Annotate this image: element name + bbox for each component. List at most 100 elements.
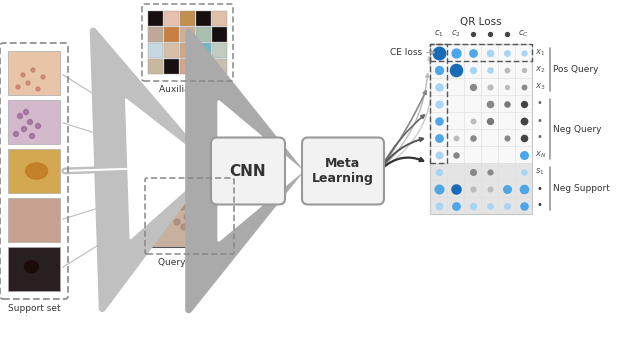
Bar (430, 44, 532, 61)
Point (451, 50, 461, 55)
Point (433, 135, 444, 140)
Circle shape (17, 114, 22, 118)
Text: $s_1$: $s_1$ (535, 166, 545, 177)
Text: •: • (536, 98, 542, 108)
Point (484, 203, 495, 208)
Bar (164, 59, 179, 74)
Text: CE loss: CE loss (390, 48, 422, 57)
Circle shape (36, 87, 40, 91)
Circle shape (24, 109, 29, 115)
Text: QR Loss: QR Loss (460, 17, 502, 27)
Bar (196, 27, 211, 42)
Circle shape (21, 73, 25, 77)
Text: •: • (536, 184, 542, 194)
Point (501, 203, 511, 208)
Text: $c_1$: $c_1$ (434, 29, 444, 39)
Bar (8, 51, 60, 95)
Point (518, 135, 529, 140)
Bar (8, 100, 60, 144)
Bar (148, 59, 163, 74)
Point (467, 169, 477, 174)
Point (501, 135, 511, 140)
Bar (430, 163, 532, 214)
Point (518, 118, 529, 123)
Circle shape (13, 132, 19, 136)
Point (433, 101, 444, 106)
Text: Support set: Support set (8, 304, 60, 313)
Text: CNN: CNN (230, 163, 266, 179)
Point (467, 203, 477, 208)
Text: $x_2$: $x_2$ (535, 64, 545, 75)
Circle shape (31, 68, 35, 72)
Point (467, 186, 477, 191)
Text: •: • (536, 132, 542, 143)
Point (451, 67, 461, 72)
Point (518, 101, 529, 106)
Bar (196, 59, 211, 74)
Point (433, 67, 444, 72)
Point (484, 118, 495, 123)
Point (518, 84, 529, 89)
Circle shape (41, 75, 45, 79)
Point (467, 135, 477, 140)
Text: Auxiliary set: Auxiliary set (159, 85, 216, 94)
Bar (430, 44, 532, 214)
Point (484, 101, 495, 106)
Point (484, 84, 495, 89)
Bar (8, 247, 60, 291)
Text: Neg Query: Neg Query (553, 124, 602, 133)
Point (467, 67, 477, 72)
Point (501, 84, 511, 89)
Point (501, 67, 511, 72)
Point (451, 203, 461, 208)
Point (518, 67, 529, 72)
Text: Query images: Query images (158, 258, 221, 267)
Point (501, 50, 511, 55)
Point (467, 84, 477, 89)
Point (433, 203, 444, 208)
Point (484, 67, 495, 72)
Point (484, 169, 495, 174)
Circle shape (184, 214, 190, 220)
Point (501, 31, 511, 37)
Text: •: • (536, 200, 542, 210)
Circle shape (179, 204, 185, 210)
Point (433, 186, 444, 191)
Point (467, 118, 477, 123)
Point (484, 50, 495, 55)
Bar (212, 43, 227, 58)
Point (518, 152, 529, 157)
Bar (164, 43, 179, 58)
Bar (162, 185, 227, 237)
Text: •: • (536, 116, 542, 126)
Text: $c_2$: $c_2$ (451, 29, 460, 39)
Circle shape (29, 133, 35, 139)
Bar (212, 11, 227, 26)
Bar (180, 43, 195, 58)
Circle shape (22, 127, 26, 132)
Text: $x_3$: $x_3$ (535, 81, 545, 92)
Point (433, 118, 444, 123)
Ellipse shape (24, 261, 38, 273)
Point (484, 186, 495, 191)
Text: Neg Support: Neg Support (553, 184, 610, 193)
Point (467, 50, 477, 55)
Bar (148, 27, 163, 42)
Text: $c_C$: $c_C$ (518, 29, 529, 39)
Text: Meta
Learning: Meta Learning (312, 157, 374, 185)
Bar (180, 27, 195, 42)
FancyBboxPatch shape (211, 137, 285, 205)
Bar (8, 198, 60, 242)
Point (467, 31, 477, 37)
Bar (148, 11, 163, 26)
Circle shape (189, 209, 195, 215)
Point (518, 169, 529, 174)
Circle shape (16, 85, 20, 89)
Point (451, 135, 461, 140)
Point (518, 186, 529, 191)
Circle shape (28, 119, 33, 124)
Bar (164, 11, 179, 26)
Bar (148, 43, 163, 58)
Bar (152, 195, 217, 247)
Point (501, 101, 511, 106)
